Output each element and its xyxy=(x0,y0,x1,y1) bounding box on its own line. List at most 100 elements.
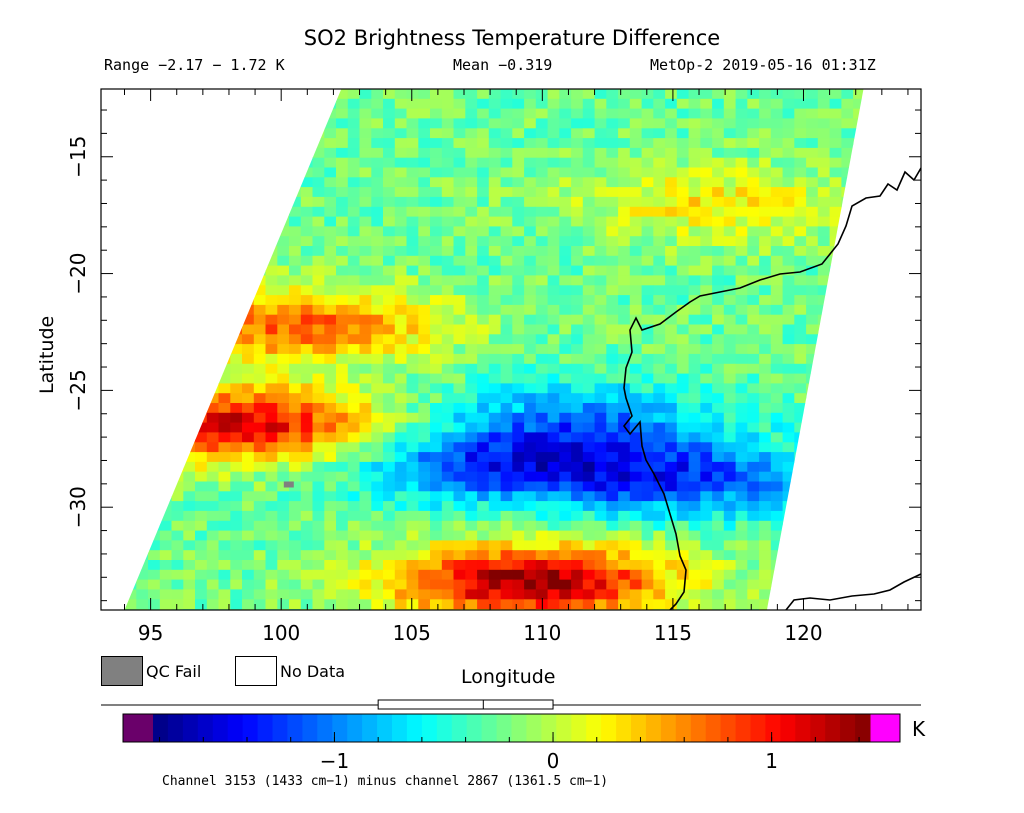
heatmap-cell xyxy=(418,344,431,355)
heatmap-cell xyxy=(817,344,830,355)
heatmap-cell xyxy=(195,89,208,100)
heatmap-cell xyxy=(723,383,736,394)
heatmap-cell xyxy=(770,510,783,522)
heatmap-cell xyxy=(853,344,864,355)
heatmap-cell xyxy=(688,216,701,227)
heatmap-cell xyxy=(383,324,396,335)
heatmap-cell xyxy=(371,304,384,316)
heatmap-cell xyxy=(347,255,360,266)
heatmap-cell xyxy=(453,187,466,198)
heatmap-cell xyxy=(700,246,713,257)
heatmap-cell xyxy=(735,599,748,610)
heatmap-cell xyxy=(171,157,184,168)
heatmap-cell xyxy=(394,147,407,159)
heatmap-cell xyxy=(641,520,654,531)
heatmap-cell xyxy=(559,196,572,208)
heatmap-cell xyxy=(336,589,349,600)
heatmap-cell xyxy=(253,403,266,414)
heatmap-cell xyxy=(594,589,607,600)
heatmap-cell xyxy=(653,353,666,365)
heatmap-cell xyxy=(253,491,266,502)
heatmap-cell xyxy=(159,422,172,433)
heatmap-cell xyxy=(877,609,889,619)
heatmap-cell xyxy=(418,491,431,502)
heatmap-cell xyxy=(829,255,842,266)
heatmap-cell xyxy=(582,265,595,276)
heatmap-cell xyxy=(806,187,819,198)
heatmap-cell xyxy=(336,128,349,139)
heatmap-cell xyxy=(394,285,407,296)
heatmap-cell xyxy=(418,98,431,109)
heatmap-cell xyxy=(148,471,161,482)
heatmap-cell xyxy=(453,452,466,463)
heatmap-cell xyxy=(253,609,266,610)
heatmap-cell xyxy=(653,236,666,247)
heatmap-cell xyxy=(159,246,172,257)
heatmap-cell xyxy=(877,521,889,531)
heatmap-cell xyxy=(230,442,243,453)
heatmap-cell xyxy=(712,491,725,502)
heatmap-cell xyxy=(653,216,666,227)
heatmap-cell xyxy=(853,550,864,561)
heatmap-cell xyxy=(101,423,113,433)
heatmap-cell xyxy=(171,491,184,502)
heatmap-cell xyxy=(159,412,172,423)
heatmap-cell xyxy=(347,412,360,423)
x-axis: 95 100 105 110 115 120 xyxy=(124,89,909,645)
heatmap-cell xyxy=(547,334,560,345)
heatmap-cell xyxy=(900,423,912,433)
heatmap-cell xyxy=(265,304,278,316)
heatmap-cell xyxy=(723,98,736,109)
heatmap-cell xyxy=(441,187,454,198)
heatmap-cell xyxy=(124,579,137,590)
heatmap-cell xyxy=(665,196,678,208)
heatmap-cell xyxy=(841,98,854,109)
heatmap-cell xyxy=(770,353,783,365)
heatmap-cell xyxy=(218,226,231,237)
heatmap-cell xyxy=(195,275,208,286)
heatmap-cell xyxy=(629,403,642,414)
heatmap-cell xyxy=(195,452,208,463)
heatmap-cell xyxy=(500,501,513,512)
heatmap-cell xyxy=(324,393,337,404)
heatmap-cell xyxy=(841,471,854,482)
heatmap-cell xyxy=(676,128,689,139)
heatmap-cell xyxy=(900,89,912,99)
heatmap-cell xyxy=(371,324,384,335)
heatmap-cell xyxy=(618,118,631,129)
heatmap-cell xyxy=(606,177,619,188)
heatmap-cell xyxy=(700,540,713,551)
heatmap-cell xyxy=(759,471,772,482)
heatmap-cell xyxy=(324,334,337,345)
heatmap-cell xyxy=(465,452,478,463)
heatmap-cell xyxy=(206,393,219,404)
heatmap-cell xyxy=(488,196,501,208)
heatmap-cell xyxy=(912,423,924,433)
heatmap-cell xyxy=(124,373,137,384)
heatmap-cell xyxy=(324,422,337,433)
heatmap-cell xyxy=(359,442,372,453)
heatmap-cell xyxy=(865,442,877,452)
heatmap-cell xyxy=(430,540,443,551)
heatmap-cell xyxy=(124,471,125,482)
heatmap-cell xyxy=(817,275,830,286)
heatmap-cell xyxy=(782,569,795,580)
heatmap-cell xyxy=(770,501,783,512)
colorbar-over xyxy=(870,714,900,742)
heatmap-cell xyxy=(289,599,302,610)
heatmap-cell xyxy=(582,403,595,414)
heatmap-cell xyxy=(829,324,842,335)
colorbar-segment xyxy=(272,714,288,742)
heatmap-cell xyxy=(759,579,772,590)
heatmap-cell xyxy=(453,177,466,188)
heatmap-cell xyxy=(877,531,889,541)
heatmap-cell xyxy=(336,147,349,159)
heatmap-cell xyxy=(500,491,513,502)
heatmap-cell xyxy=(770,442,783,453)
heatmap-cell xyxy=(101,364,113,374)
heatmap-cell xyxy=(559,599,572,610)
heatmap-cell xyxy=(524,304,537,316)
colorbar-segment xyxy=(481,714,497,742)
heatmap-cell xyxy=(347,275,360,286)
colorbar-segment xyxy=(675,714,692,742)
